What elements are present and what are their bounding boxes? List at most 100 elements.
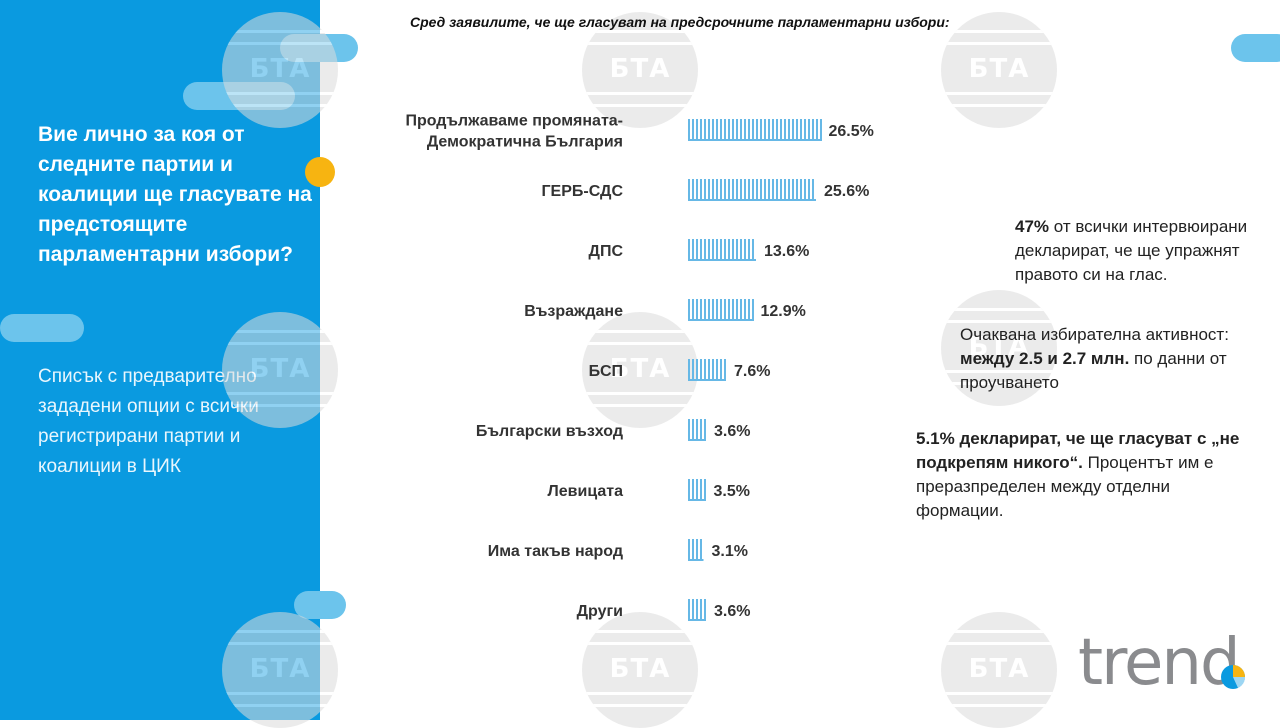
watermark-stripe xyxy=(941,42,1057,45)
watermark-stripe xyxy=(222,330,338,333)
watermark-stripe xyxy=(222,342,338,345)
watermark-stripe xyxy=(582,42,698,45)
bar xyxy=(688,299,754,321)
bar xyxy=(688,359,726,381)
bta-watermark: БТА xyxy=(222,12,338,128)
category-label: Възраждане xyxy=(524,303,623,320)
watermark-stripe xyxy=(222,42,338,45)
watermark-stripe xyxy=(941,642,1057,645)
watermark-stripe xyxy=(941,692,1057,695)
watermark-stripe xyxy=(941,92,1057,95)
survey-description: Списък с предварително зададени опции с … xyxy=(38,366,259,477)
watermark-stripe xyxy=(582,330,698,333)
category-label: ГЕРБ-СДС xyxy=(541,183,623,200)
bta-watermark: БТА xyxy=(222,612,338,728)
bar xyxy=(688,419,706,441)
bta-watermark: БТА xyxy=(582,312,698,428)
watermark-stripe xyxy=(222,30,338,33)
none-support-text: Процентът им е преразпределен между отде… xyxy=(916,453,1214,520)
value-label: 3.6% xyxy=(714,423,750,440)
watermark-stripe xyxy=(222,92,338,95)
trend-logo: trend xyxy=(1078,626,1254,704)
watermark-stripe xyxy=(222,630,338,633)
turnout-bold: 47% xyxy=(1015,217,1050,236)
watermark-stripe xyxy=(941,30,1057,33)
value-label: 26.5% xyxy=(829,123,874,140)
bta-watermark: БТА xyxy=(222,312,338,428)
watermark-text: БТА xyxy=(249,654,311,684)
value-label: 12.9% xyxy=(761,303,806,320)
watermark-stripe xyxy=(582,30,698,33)
value-label: 25.6% xyxy=(824,183,869,200)
watermark-stripe xyxy=(941,382,1057,385)
watermark-stripe xyxy=(582,342,698,345)
bta-watermark: БТА xyxy=(941,12,1057,128)
watermark-stripe xyxy=(582,104,698,107)
watermark-stripe xyxy=(222,104,338,107)
watermark-text: БТА xyxy=(968,654,1030,684)
survey-question: Вие лично за коя от следните партии и ко… xyxy=(38,123,312,266)
watermark-stripe xyxy=(941,630,1057,633)
chart-subtitle: Сред заявилите, че ще гласуват на предср… xyxy=(410,14,950,30)
watermark-text: БТА xyxy=(609,354,671,384)
watermark-stripe xyxy=(582,692,698,695)
bar xyxy=(688,179,816,201)
activity-bold: между 2.5 и 2.7 млн. xyxy=(960,349,1130,368)
value-label: 13.6% xyxy=(764,243,809,260)
bar xyxy=(688,599,706,621)
bar xyxy=(688,119,822,141)
pie-chart-icon xyxy=(1221,665,1246,689)
decor-pill xyxy=(294,591,346,619)
category-label: Продължаваме промяната-Демократична Бълг… xyxy=(405,113,623,151)
watermark-stripe xyxy=(582,392,698,395)
activity-pre: Очаквана избирателна активност: xyxy=(960,325,1229,344)
watermark-stripe xyxy=(941,320,1057,323)
value-label: 3.1% xyxy=(712,543,748,560)
bta-watermark: БТА xyxy=(941,612,1057,728)
watermark-stripe xyxy=(582,704,698,707)
activity-note: Очаквана избирателна активност: между 2.… xyxy=(960,323,1260,395)
watermark-stripe xyxy=(222,642,338,645)
watermark-text: БТА xyxy=(249,354,311,384)
bar-chart: Продължаваме промяната-Демократична Бълг… xyxy=(405,113,874,621)
none-support-note: 5.1% декларират, че ще гласуват с „не по… xyxy=(916,427,1256,523)
watermark-stripe xyxy=(582,404,698,407)
bta-watermark: БТА xyxy=(582,612,698,728)
logo-text: trend xyxy=(1078,626,1241,700)
watermark-text: БТА xyxy=(968,54,1030,84)
turnout-text: от всички интервюирани декларират, че ще… xyxy=(1015,217,1248,284)
category-label: ДПС xyxy=(589,243,624,260)
decor-pill xyxy=(1231,34,1280,62)
watermark-text: БТА xyxy=(609,654,671,684)
category-label: БСП xyxy=(589,363,623,380)
turnout-note: 47% от всички интервюирани декларират, ч… xyxy=(1015,215,1265,287)
value-label: 3.6% xyxy=(714,603,750,620)
category-label: Български възход xyxy=(476,423,623,440)
watermark-stripe xyxy=(222,704,338,707)
category-label: Левицата xyxy=(548,483,624,500)
category-label: Има такъв народ xyxy=(488,543,623,560)
decor-pill xyxy=(0,314,84,342)
none-support-bold: 5.1% декларират, че ще гласуват с „не по… xyxy=(916,429,1240,472)
bar xyxy=(688,239,756,261)
category-label: Други xyxy=(577,603,623,620)
watermark-text: БТА xyxy=(609,54,671,84)
activity-post: по данни от проучването xyxy=(960,349,1227,392)
value-label: 7.6% xyxy=(734,363,770,380)
watermark-stripe xyxy=(941,104,1057,107)
watermark-stripe xyxy=(941,308,1057,311)
watermark-stripe xyxy=(582,642,698,645)
value-label: 3.5% xyxy=(714,483,750,500)
bta-watermark: БТА xyxy=(941,290,1057,406)
watermark-stripe xyxy=(222,392,338,395)
bta-watermark: БТА xyxy=(582,12,698,128)
accent-dot xyxy=(305,157,335,187)
watermark-stripe xyxy=(941,370,1057,373)
watermark-text: БТА xyxy=(968,332,1030,362)
watermark-stripe xyxy=(582,92,698,95)
watermark-stripe xyxy=(582,630,698,633)
watermark-stripe xyxy=(222,404,338,407)
watermark-stripe xyxy=(222,692,338,695)
bar xyxy=(688,539,704,561)
watermark-stripe xyxy=(941,704,1057,707)
